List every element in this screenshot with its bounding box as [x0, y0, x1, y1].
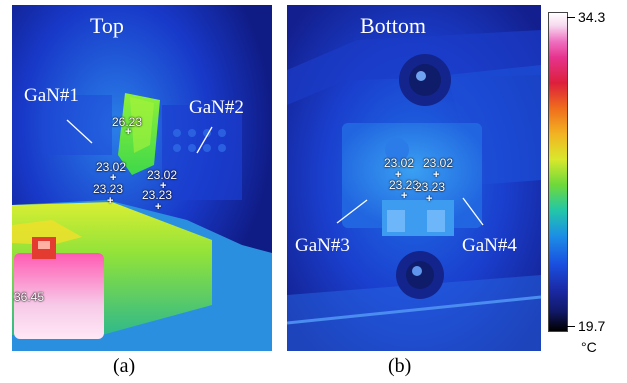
caption-a: (a): [113, 355, 136, 377]
temp-reading-b1: 23.02: [384, 156, 415, 170]
temp-reading-4: 23.02: [147, 168, 178, 182]
panel-title-top: Top: [90, 13, 124, 38]
crosshair-marker-icon: +: [110, 172, 117, 184]
temp-reading-b4: 23.23: [415, 180, 446, 194]
temp-reading-6: 36.45: [14, 290, 45, 304]
colorbar-min-label: 19.7: [578, 318, 606, 334]
colorbar-max-label: 34.3: [578, 9, 606, 25]
label-gan4: GaN#4: [462, 235, 517, 256]
thermal-image-bottom: Bottom GaN#3 GaN#4 23.02 + 23.02 + 23.23…: [287, 5, 541, 351]
crosshair-marker-icon: +: [107, 195, 114, 207]
temp-reading-b2: 23.02: [423, 156, 454, 170]
caption-b: (b): [388, 355, 412, 377]
temp-reading-3: 23.23: [93, 182, 124, 196]
panel-title-bottom: Bottom: [360, 13, 427, 38]
thermal-scene-top: [12, 5, 272, 351]
temp-reading-b3: 23.23: [389, 178, 420, 192]
crosshair-marker-icon: +: [125, 126, 132, 138]
crosshair-marker-icon: +: [395, 169, 402, 181]
crosshair-marker-icon: +: [401, 190, 408, 202]
label-gan3: GaN#3: [295, 235, 350, 256]
colorbar-unit-label: °C: [581, 339, 597, 355]
temp-reading-2: 23.02: [96, 160, 127, 174]
thermal-image-top: Top GaN#1 GaN#2 26.23 + 23.02 + 23.23 + …: [12, 5, 272, 351]
label-gan2: GaN#2: [189, 97, 244, 118]
label-gan1: GaN#1: [24, 85, 79, 106]
temp-reading-5: 23.23: [142, 188, 173, 202]
colorbar-tick-top: [567, 17, 575, 18]
crosshair-marker-icon: +: [426, 193, 433, 205]
temperature-color-scale: [548, 12, 568, 332]
crosshair-marker-icon: +: [160, 180, 167, 192]
crosshair-marker-icon: +: [155, 201, 162, 213]
crosshair-marker-icon: +: [433, 169, 440, 181]
colorbar-tick-bottom: [567, 326, 575, 327]
thermal-scene-bottom: [287, 5, 541, 351]
temp-reading-1: 26.23: [112, 115, 143, 129]
